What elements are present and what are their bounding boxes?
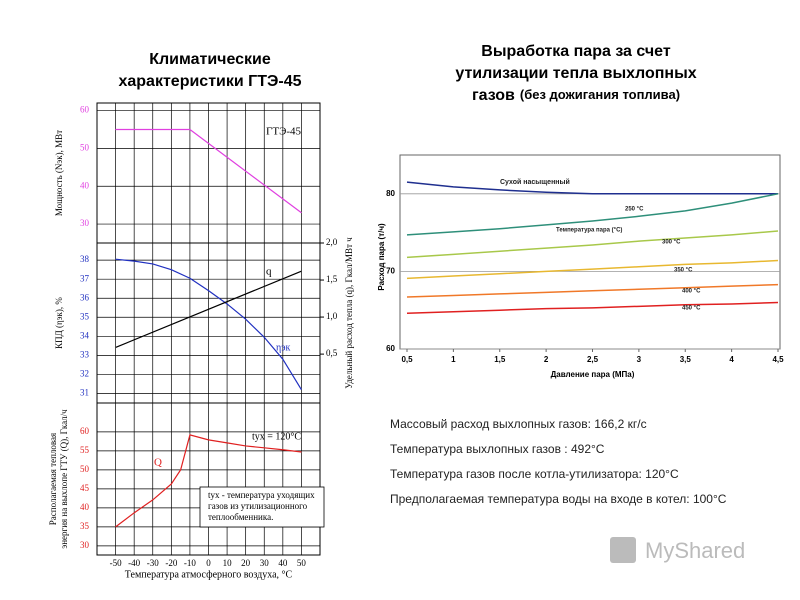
line-series [406,230,779,259]
line-series [115,128,302,214]
y-tick-label: 35 [80,521,90,531]
line-series [406,181,778,195]
chart-title: характеристики ГТЭ-45 [118,73,301,90]
y-tick-label: 60 [386,344,395,353]
annotation: q [266,266,272,278]
annotation: ГТЭ-45 [266,126,302,138]
watermark: MyShared [645,538,745,563]
chart-title-line: Выработка пара за счет [481,43,671,60]
line-series [406,283,779,298]
y-axis-label: энергия на выхлопе ГТУ (Q), Гкал/ч [59,409,69,549]
x-tick-label: 30 [260,558,270,568]
x-tick-label: 2 [544,355,549,364]
y-tick-label: 35 [80,311,90,321]
x-axis-label: Температура атмосферного воздуха, °С [125,569,293,580]
logo-icon [610,537,636,563]
annotation: газов из утилизационного [208,501,308,511]
y-tick-label: 33 [80,349,90,359]
x-tick-label: 2,5 [587,355,599,364]
annotation: tух - температура уходящих [208,490,315,500]
line-series [115,434,302,528]
y2-axis-label: Удельный расход тепла (q), Гкал/МВт ч [344,237,354,389]
x-tick-label: -20 [165,558,177,568]
line-series [115,258,302,390]
chart-title: утилизации тепла выхлопных [455,65,696,82]
x-tick-label: -30 [147,558,159,568]
x-tick-label: 3 [637,355,642,364]
y-tick-label: 45 [80,483,90,493]
y2-tick-label: 2,0 [326,237,338,247]
y-tick-label: 32 [80,368,89,378]
y-axis-label: Расход пара (т/ч) [377,223,386,291]
y-tick-label: 30 [80,540,90,550]
note: Массовый расход выхлопных газов: 166,2 к… [390,417,647,431]
x-tick-label: -50 [110,558,122,568]
y-tick-label: 70 [386,267,395,276]
y-tick-label: 36 [80,292,90,302]
annotation: Q [154,457,162,469]
x-tick-label: -40 [128,558,140,568]
x-tick-label: 3,5 [680,355,692,364]
chart-subtitle: (без дожигания топлива) [520,87,680,102]
chart-title: Климатические [149,51,271,68]
y-tick-label: 30 [80,218,90,228]
line-series [115,270,302,348]
y-tick-label: 34 [80,330,90,340]
x-tick-label: 1,5 [494,355,506,364]
x-tick-label: 1 [451,355,456,364]
chart-title-line: утилизации тепла выхлопных [455,65,696,82]
note-box [199,486,325,528]
y2-tick-label: 1,5 [326,274,338,284]
chart-title: Выработка пара за счет [481,43,671,60]
series-label: 400 °C [682,289,701,295]
x-tick-label: 10 [223,558,233,568]
x-tick-label: 0,5 [401,355,413,364]
x-tick-label: 20 [241,558,251,568]
y-tick-label: 40 [80,180,90,190]
x-tick-label: -10 [184,558,196,568]
note: Предполагаемая температура воды на входе… [390,492,727,506]
y-axis-label: Мощность (Nэк), МВт [54,130,64,216]
y-tick-label: 37 [80,273,90,283]
y-tick-label: 50 [80,142,90,152]
x-tick-label: 40 [278,558,288,568]
y-axis-label: КПД (ηэк), % [54,297,64,349]
annotation: ηэк [276,342,291,353]
y-tick-label: 38 [80,254,90,264]
series-label: 450 °C [682,306,701,312]
y-tick-label: 60 [80,426,90,436]
chart-title: газов (без дожигания топлива) [472,87,680,104]
series-label: 250 °C [625,207,644,213]
y-tick-label: 50 [80,464,90,474]
x-tick-label: 4,5 [772,355,784,364]
series-label: Сухой насыщенный [500,178,570,186]
line-series [406,193,779,236]
x-tick-label: 4 [729,355,734,364]
y-tick-label: 55 [80,445,90,455]
annotation: теплообменника. [208,512,273,522]
y-tick-label: 31 [80,388,89,398]
plot-area [399,154,781,350]
x-tick-label: 0 [206,558,211,568]
line-series [406,301,779,315]
x-tick-label: 50 [297,558,307,568]
y-tick-label: 80 [386,189,395,198]
x-axis-label: Давление пара (МПа) [551,370,635,379]
chart-title-line: газов [472,87,515,104]
note: Температура выхлопных газов : 492°C [390,442,605,456]
y-axis-label: Располагаемая тепловая [48,433,58,525]
y-tick-label: 60 [80,105,90,115]
series-label: 300 °C [662,240,681,246]
annotation: tух = 120°С [252,431,301,442]
y-tick-label: 40 [80,502,90,512]
annotation: Температура пара (°C) [556,228,622,234]
line-series [406,259,779,280]
y2-tick-label: 1,0 [326,311,338,321]
series-label: 350 °C [674,268,693,274]
note: Температура газов после котла-утилизатор… [390,467,679,481]
y2-tick-label: 0,5 [326,348,338,358]
